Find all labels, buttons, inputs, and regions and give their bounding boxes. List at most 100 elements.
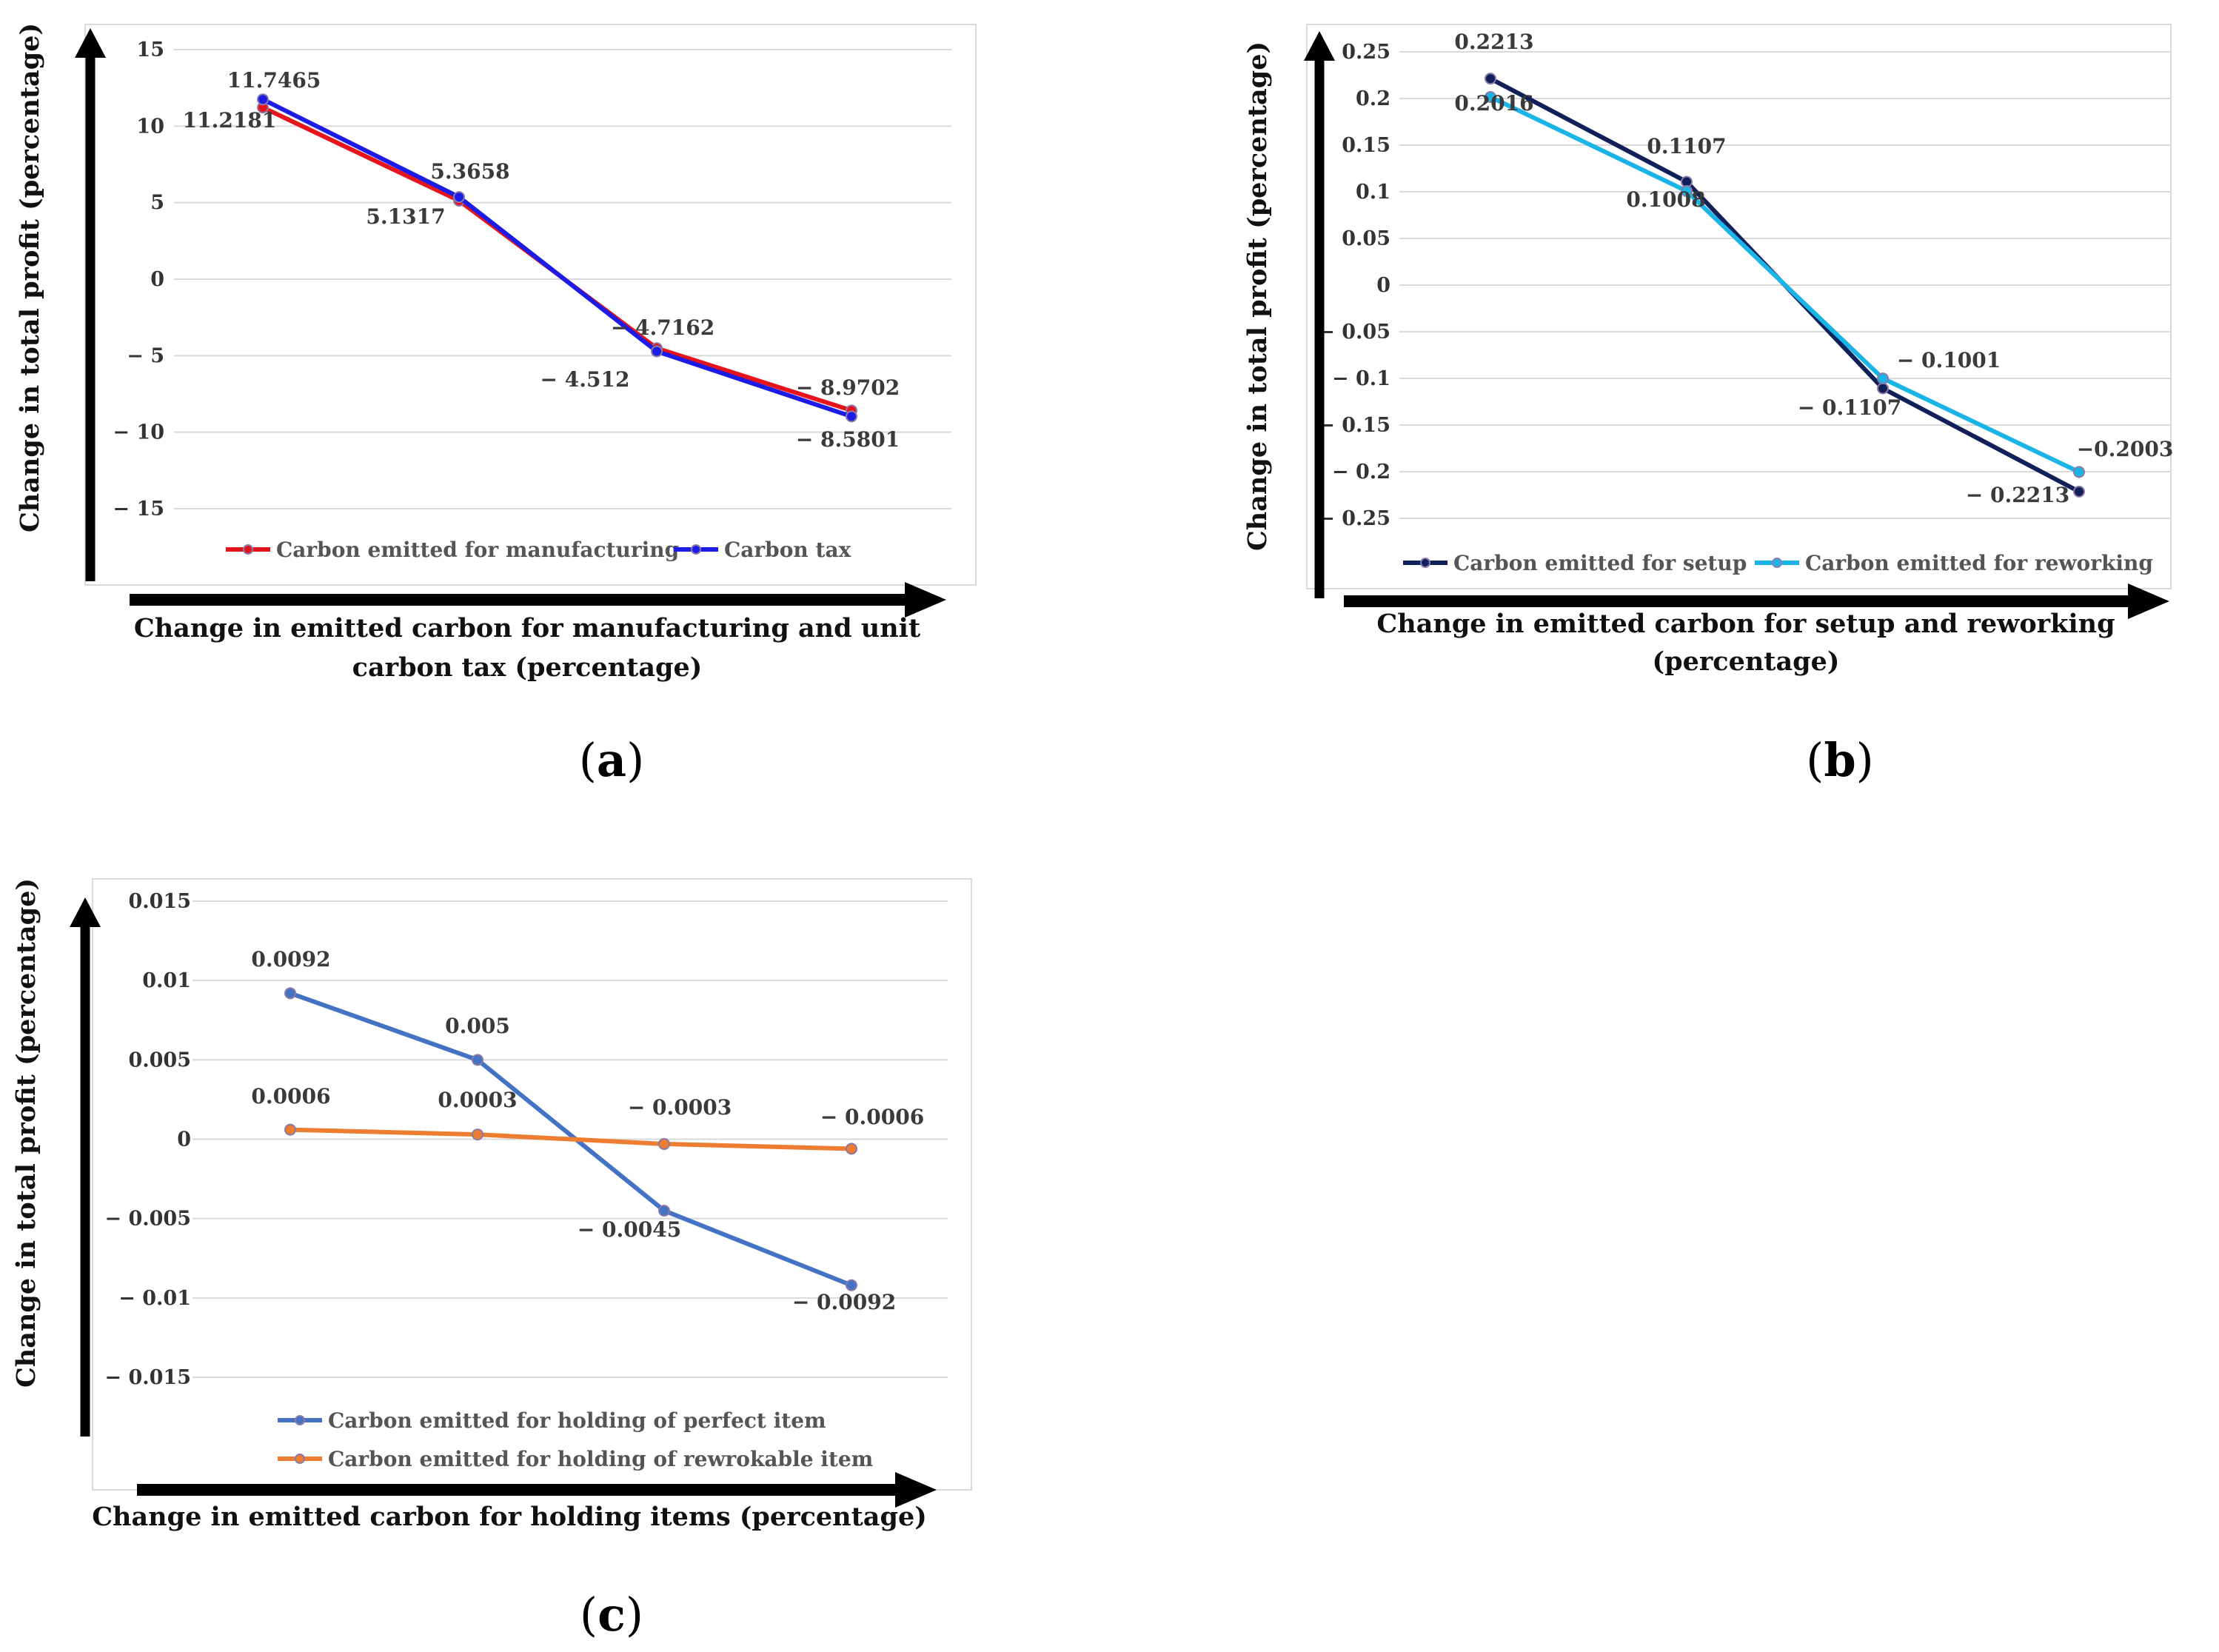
legend-label: Carbon emitted for holding of rewrokable… bbox=[328, 1447, 873, 1471]
panel-c-y-tick-label: 0.015 bbox=[128, 890, 191, 913]
panel-b-data-label: 0.1008 bbox=[1626, 187, 1705, 212]
legend-marker bbox=[295, 1454, 305, 1464]
panel-c-x-axis-arrowhead bbox=[895, 1472, 937, 1508]
panel-c-y-axis-title: Change in total profit (percentage) bbox=[11, 878, 41, 1388]
panel-c-data-label: 0.0092 bbox=[251, 947, 330, 972]
panel-b-data-point bbox=[1485, 90, 1496, 103]
legend-label: Carbon emitted for holding of perfect it… bbox=[328, 1408, 826, 1433]
panel-c-y-tick-label: 0.01 bbox=[142, 969, 191, 992]
panel-b-y-tick-label: − 0.15 bbox=[1318, 414, 1390, 437]
panel-c-y-axis-arrowhead bbox=[70, 897, 101, 927]
panel-a-data-label: 11.7465 bbox=[227, 68, 321, 93]
panel-b-data-label: − 0.2213 bbox=[1966, 483, 2069, 507]
panel-a-data-point bbox=[651, 345, 663, 358]
legend-label: Carbon emitted for setup bbox=[1453, 551, 1747, 575]
panel-label-letter: a bbox=[597, 733, 626, 787]
panel-c-label: (c) bbox=[580, 1588, 643, 1642]
panel-c-data-point bbox=[658, 1137, 670, 1150]
panel-b-label: (b) bbox=[1806, 733, 1874, 787]
panel-a-x-axis-title: carbon tax (percentage) bbox=[352, 652, 703, 683]
legend-marker bbox=[1772, 558, 1782, 568]
panel-c-y-tick-label: 0.005 bbox=[128, 1049, 191, 1071]
panel-c-legend-entry: Carbon emitted for holding of perfect it… bbox=[278, 1408, 826, 1433]
panel-b-series-line-carbon-emitted-for-reworking bbox=[1489, 95, 2081, 475]
panel-c-data-label: − 0.0045 bbox=[578, 1217, 681, 1242]
legend-label: Carbon tax bbox=[724, 538, 851, 562]
panel-a-data-label: − 4.7162 bbox=[611, 315, 714, 340]
panel-b-data-label: − 0.1001 bbox=[1897, 348, 2001, 372]
panel-b-legend-entry: Carbon emitted for reworking bbox=[1755, 551, 2153, 575]
panel-c-series-line-carbon-emitted-for-holding-of-rewrokable-item bbox=[289, 1127, 852, 1151]
panel-b-x-axis-title: Change in emitted carbon for setup and r… bbox=[1376, 609, 2115, 639]
panel-c-plot-frame bbox=[92, 878, 972, 1491]
panel-c-data-point bbox=[658, 1204, 670, 1217]
panel-a-data-point bbox=[257, 93, 269, 106]
panel-c-y-tick-label: − 0.005 bbox=[104, 1208, 191, 1231]
panel-a-label: (a) bbox=[579, 733, 645, 787]
panel-a-y-tick-label: − 10 bbox=[113, 421, 164, 444]
panel-b-y-tick-label: − 0.05 bbox=[1318, 321, 1390, 344]
panel-a-data-label: − 8.9702 bbox=[796, 375, 900, 400]
panel-a-data-label: 11.2181 bbox=[183, 108, 277, 133]
panel-c-data-label: 0.0006 bbox=[251, 1084, 330, 1108]
panel-a-y-tick-label: − 5 bbox=[127, 344, 164, 367]
panel-b-data-point bbox=[2073, 485, 2085, 498]
panel-a-plot-frame bbox=[84, 24, 977, 586]
panel-b-y-tick-label: − 0.1 bbox=[1332, 367, 1390, 390]
panel-b-data-point bbox=[1485, 73, 1496, 85]
panel-c-series-line-carbon-emitted-for-holding-of-perfect-item bbox=[289, 991, 853, 1288]
panel-c-y-tick-label: − 0.015 bbox=[104, 1366, 191, 1389]
panel-a-x-axis-title: Change in emitted carbon for manufacturi… bbox=[134, 613, 920, 643]
legend-label: Carbon emitted for manufacturing bbox=[276, 538, 679, 562]
panel-a-y-tick-label: 5 bbox=[150, 192, 164, 215]
panel-c-data-label: − 0.0003 bbox=[628, 1095, 732, 1120]
panel-b-data-label: 0.2213 bbox=[1454, 30, 1533, 54]
panel-label-close: ) bbox=[1856, 733, 1874, 787]
legend-marker bbox=[243, 544, 253, 555]
panel-a-chart: 15 10 5 0 − 5 − 10 − 15 11.2181 5.1317 − 4.512 − 8… bbox=[15, 23, 977, 787]
panel-b-y-tick-label: − 0.2 bbox=[1332, 461, 1390, 484]
panel-label-letter: c bbox=[598, 1588, 626, 1642]
panel-a-series-line-carbon-tax bbox=[261, 97, 852, 419]
panel-a-x-axis-arrowhead bbox=[905, 582, 946, 618]
panel-b-y-tick-label: 0.2 bbox=[1356, 87, 1390, 110]
panel-label-letter: b bbox=[1824, 733, 1855, 787]
panel-b-chart: 0.25 0.2 0.15 0.1 0.05 0 − 0.05 − 0.1 − 0.15 − 0.… bbox=[1242, 24, 2173, 787]
panel-c-data-label: 0.005 bbox=[445, 1014, 510, 1038]
panel-label-open: ( bbox=[1806, 733, 1824, 787]
legend-marker bbox=[691, 544, 701, 555]
panel-c-y-tick-label: 0 bbox=[177, 1128, 191, 1151]
panel-c-data-point bbox=[284, 1123, 296, 1136]
panel-c-data-label: − 0.0006 bbox=[820, 1105, 924, 1129]
panel-c-data-point bbox=[284, 987, 296, 1000]
panel-a-y-tick-label: 10 bbox=[136, 115, 164, 138]
panel-a-y-axis-arrowhead bbox=[75, 28, 106, 58]
panel-a-legend-entry: Carbon tax bbox=[674, 538, 851, 562]
panel-a-data-label: − 4.512 bbox=[540, 367, 630, 392]
legend-label: Carbon emitted for reworking bbox=[1805, 551, 2153, 575]
panel-b-data-label: 0.1107 bbox=[1647, 134, 1726, 158]
panel-a-series-line-carbon-emitted-for-manufacturing bbox=[261, 105, 852, 413]
panel-a-data-point bbox=[846, 410, 857, 423]
panel-b-y-tick-label: 0 bbox=[1376, 274, 1390, 297]
panel-a-data-point bbox=[453, 191, 465, 204]
panel-b-legend-entry: Carbon emitted for setup bbox=[1403, 551, 1747, 575]
panel-c-chart: 0.015 0.01 0.005 0 − 0.005 − 0.01 − 0.015 0.009… bbox=[11, 878, 972, 1642]
panel-b-plot-frame bbox=[1306, 24, 2172, 589]
panel-c-data-point bbox=[846, 1279, 857, 1291]
panel-b-y-tick-label: 0.05 bbox=[1342, 227, 1390, 250]
panel-c-data-label: 0.0003 bbox=[438, 1088, 517, 1112]
panel-c-data-point bbox=[472, 1054, 483, 1066]
legend-marker bbox=[1420, 558, 1430, 568]
legend-marker bbox=[295, 1415, 305, 1425]
panel-c-y-tick-label: − 0.01 bbox=[118, 1287, 191, 1310]
panel-c-data-point bbox=[846, 1143, 857, 1155]
panel-b-data-label: − 0.1107 bbox=[1798, 395, 1901, 420]
panel-a-y-tick-label: − 15 bbox=[113, 498, 164, 521]
panel-b-y-axis-title: Change in total profit (percentage) bbox=[1242, 41, 1273, 551]
panel-b-x-axis-title: (percentage) bbox=[1653, 646, 1840, 677]
panel-label-close: ) bbox=[626, 1588, 643, 1642]
panel-a-data-label: − 8.5801 bbox=[796, 427, 900, 452]
panel-b-y-tick-label: − 0.25 bbox=[1318, 507, 1390, 530]
